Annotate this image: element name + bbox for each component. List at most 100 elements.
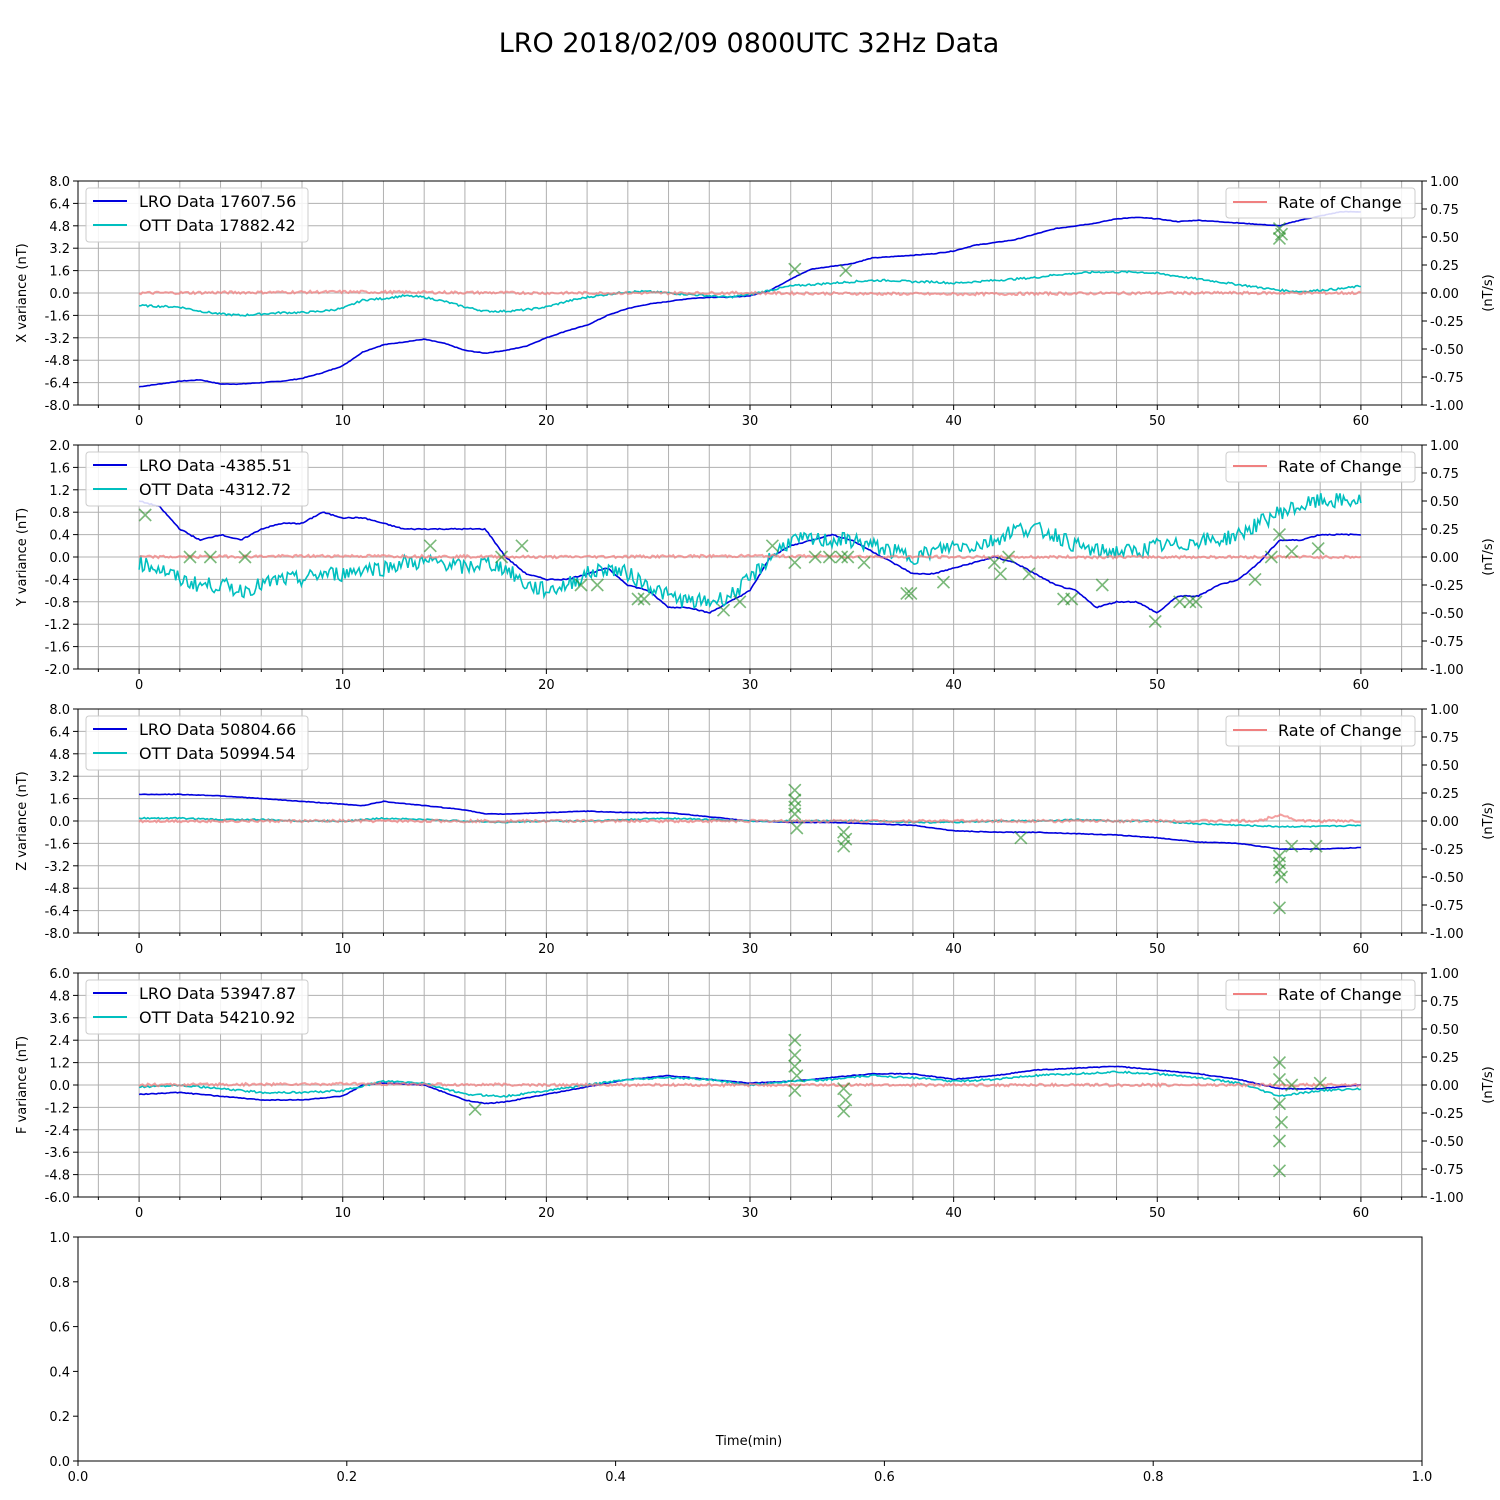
marker-x [788, 1048, 802, 1062]
y2-tick-label: 0.50 [1430, 231, 1459, 246]
marker-x [993, 567, 1008, 581]
y-tick-label: 1.0 [49, 1231, 70, 1246]
y2-tick-label: -0.50 [1430, 1135, 1464, 1150]
y2-tick-label: 0.00 [1430, 551, 1459, 566]
legend-box [85, 187, 309, 243]
x-tick-label: 60 [1353, 1206, 1370, 1221]
legend-label: Rate of Change [1278, 457, 1402, 476]
y-tick-label: 1.6 [49, 461, 70, 476]
legend-box [1225, 187, 1416, 219]
y-axis-label: Y variance (nT) [15, 508, 30, 608]
marker-x [1285, 839, 1299, 853]
plot-frame [77, 1236, 1423, 1462]
marker-x [1272, 1056, 1287, 1070]
x-tick-label: 50 [1149, 1206, 1166, 1221]
legend-box [85, 979, 309, 1035]
x-tick-label: 40 [945, 942, 962, 957]
marker-x [1272, 1072, 1287, 1086]
legend-box [1225, 979, 1416, 1011]
x-tick-label: 0.8 [1143, 1470, 1164, 1485]
y-tick-label: 3.2 [49, 770, 70, 785]
x-tick-label: 60 [1353, 942, 1370, 957]
marker-x [936, 575, 951, 589]
legend-label: OTT Data 17882.42 [139, 216, 296, 235]
legend: LRO Data -4385.51 OTT Data -4312.72 [85, 451, 309, 507]
y-tick-label: 6.0 [49, 967, 70, 982]
marker-x [733, 595, 747, 609]
y-tick-label: 8.0 [49, 703, 70, 718]
y-tick-label: 2.4 [49, 1034, 70, 1049]
marker-x [1272, 528, 1287, 542]
y-tick-label: 4.8 [49, 748, 70, 763]
legend-right: Rate of Change [1225, 979, 1416, 1011]
y2-tick-label: 0.25 [1430, 259, 1459, 274]
y2-tick-label: 0.75 [1430, 203, 1459, 218]
y2-tick-label: 1.00 [1430, 175, 1459, 190]
y-tick-label: 1.6 [49, 793, 70, 808]
x-tick-label: 40 [945, 678, 962, 693]
marker-x [1022, 567, 1036, 581]
y2-tick-label: -0.50 [1430, 871, 1464, 886]
x-tick-label: 30 [742, 678, 759, 693]
marker-x [788, 1084, 802, 1098]
y-tick-label: 0.8 [49, 506, 70, 521]
marker-x [203, 550, 217, 564]
x-tick-label: 1.0 [1412, 1470, 1433, 1485]
y-tick-label: -6.4 [45, 377, 70, 392]
y-axis-label: X variance (nT) [15, 243, 30, 342]
marker-x [1311, 542, 1325, 556]
y-tick-label: -1.2 [45, 618, 70, 633]
series-line-rate-of-change [138, 1081, 1362, 1088]
y2-tick-label: -1.00 [1430, 399, 1464, 414]
y-tick-label: 3.6 [49, 1012, 70, 1027]
x-tick-label: 0.4 [605, 1470, 626, 1485]
y-tick-label: 3.2 [49, 242, 70, 257]
y2-tick-label: 0.00 [1430, 1079, 1459, 1094]
legend-right: Rate of Change [1225, 187, 1416, 219]
marker-x [1183, 595, 1197, 609]
y2-axis-label: (nT/s) [1481, 538, 1496, 575]
marker-x [1274, 870, 1289, 884]
legend-box [85, 715, 309, 771]
y-axis-label: Z variance (nT) [15, 771, 30, 870]
series-line-rate-of-change [138, 289, 1362, 297]
x-tick-label: 10 [334, 414, 351, 429]
y-tick-label: -1.6 [45, 837, 70, 852]
marker-x [631, 592, 645, 606]
y-tick-label: -6.4 [45, 905, 70, 920]
x-tick-label: 0 [135, 678, 143, 693]
y-tick-label: -3.6 [45, 1146, 70, 1161]
marker-x [1274, 227, 1289, 241]
marker-x [788, 556, 802, 570]
marker-x [590, 578, 604, 592]
y2-tick-label: -0.75 [1430, 635, 1464, 650]
y2-tick-label: 0.00 [1430, 287, 1459, 302]
legend-label: Rate of Change [1278, 721, 1402, 740]
marker-x [138, 508, 152, 522]
marker-x [839, 264, 853, 278]
panel-3: 0 10 20 30 40 50 60 8.0 6.4 4.8 3.2 1.6 0.0 -1.6 -3.2 -… [15, 703, 1496, 957]
y2-tick-label: 0.50 [1430, 495, 1459, 510]
marker-x [574, 578, 588, 592]
y2-tick-label: 0.75 [1430, 731, 1459, 746]
y2-tick-label: -1.00 [1430, 1191, 1464, 1206]
x-tick-label: 50 [1149, 942, 1166, 957]
x-tick-label: 20 [538, 414, 555, 429]
y2-tick-label: -0.75 [1430, 371, 1464, 386]
series-group [138, 783, 1361, 915]
y2-tick-label: -0.50 [1430, 607, 1464, 622]
marker-x [1014, 831, 1028, 845]
series-line-ott [138, 493, 1362, 610]
x-tick-label: 30 [742, 942, 759, 957]
marker-x [468, 1102, 482, 1116]
marker-x [1285, 1078, 1299, 1092]
panel-4: 0 10 20 30 40 50 60 6.0 4.8 3.6 2.4 1.2 0.0 -1.2 -2.4 -… [15, 967, 1496, 1221]
y2-tick-label: 0.25 [1430, 787, 1459, 802]
marker-x [857, 556, 871, 570]
legend: LRO Data 17607.56 OTT Data 17882.42 [85, 187, 309, 243]
x-tick-label: 10 [334, 678, 351, 693]
y-tick-label: 4.8 [49, 220, 70, 235]
series-line-rate-of-change [138, 813, 1361, 824]
marker-x [1274, 1115, 1289, 1129]
y2-tick-label: 0.75 [1430, 467, 1459, 482]
